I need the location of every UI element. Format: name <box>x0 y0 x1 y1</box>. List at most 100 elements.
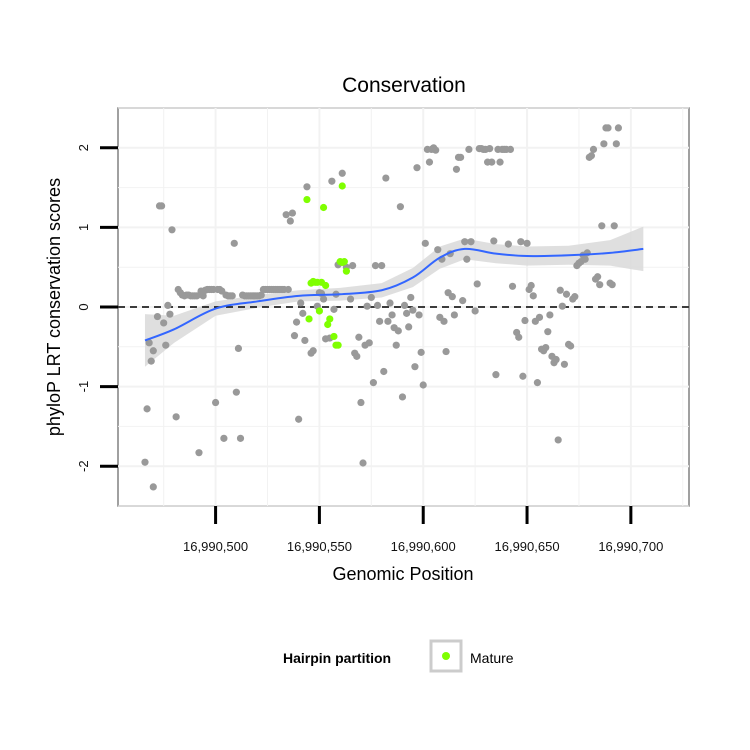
data-point <box>147 357 155 365</box>
data-point <box>376 317 384 325</box>
data-point <box>604 124 612 132</box>
data-point <box>378 262 386 270</box>
y-tick-label: 0 <box>76 303 91 310</box>
confidence-ribbon <box>144 226 644 367</box>
data-point <box>396 203 404 211</box>
data-point <box>552 355 560 364</box>
data-point <box>471 307 479 315</box>
data-point <box>417 348 425 356</box>
data-point <box>373 301 382 310</box>
data-point <box>560 360 569 368</box>
legend-title: Hairpin partition <box>283 650 391 666</box>
legend-key-mature-dot <box>442 652 450 660</box>
data-point <box>398 393 407 401</box>
y-tick-label: 2 <box>76 144 91 151</box>
data-point <box>461 238 469 246</box>
data-point <box>141 458 149 466</box>
data-point <box>158 202 166 210</box>
data-point <box>459 297 467 305</box>
data-point <box>558 302 566 310</box>
data-point <box>562 290 571 298</box>
data-point <box>236 434 245 442</box>
data-point <box>371 262 380 270</box>
x-tick-label: 16,990,550 <box>287 539 352 554</box>
data-point <box>286 217 294 225</box>
data-point <box>400 301 409 310</box>
y-tick-label: -1 <box>76 381 91 393</box>
data-point <box>160 319 168 327</box>
data-point <box>357 398 365 407</box>
data-point <box>392 341 400 349</box>
y-tick-label: -2 <box>76 460 91 472</box>
smooth-line-layer <box>144 247 644 342</box>
data-point <box>195 449 203 457</box>
data-point <box>388 311 396 319</box>
mature-point <box>315 307 324 315</box>
data-point <box>301 336 309 345</box>
data-point <box>288 209 297 217</box>
data-point <box>600 140 608 148</box>
legend: Hairpin partition Mature <box>283 639 514 673</box>
data-point <box>407 293 415 302</box>
data-point <box>297 299 305 307</box>
data-point <box>581 255 589 263</box>
data-point <box>614 124 623 132</box>
data-point <box>257 291 265 299</box>
data-point <box>145 339 153 347</box>
y-axis-title: phyloP LRT conservation scores <box>44 178 64 436</box>
data-point <box>409 306 417 314</box>
data-point <box>589 145 598 153</box>
mature-point <box>326 315 334 323</box>
data-point <box>290 332 299 340</box>
data-point <box>346 295 355 303</box>
data-point <box>421 239 429 247</box>
data-point <box>228 292 236 300</box>
data-point <box>596 281 604 289</box>
data-point <box>467 238 475 246</box>
data-point <box>359 459 367 467</box>
confidence-ribbon-layer <box>144 226 644 367</box>
data-point <box>517 238 525 246</box>
data-point <box>450 311 458 319</box>
data-point <box>405 323 413 331</box>
data-point <box>413 164 421 172</box>
data-point <box>504 240 512 248</box>
mature-point <box>305 315 313 323</box>
chart-title: Conservation <box>342 74 466 97</box>
data-point <box>515 333 523 341</box>
data-point <box>328 177 336 185</box>
grid-lines <box>118 107 689 507</box>
data-point <box>162 341 170 349</box>
data-point <box>230 239 238 247</box>
data-point <box>284 285 292 294</box>
data-point <box>415 311 423 319</box>
data-point <box>299 309 307 317</box>
data-point <box>168 226 176 234</box>
smooth-trend-line <box>144 247 644 342</box>
mature-point <box>338 182 346 190</box>
points-layer <box>141 124 623 491</box>
data-point <box>234 344 243 352</box>
data-point <box>587 152 596 160</box>
data-point <box>330 305 338 313</box>
data-point <box>411 363 419 371</box>
data-point <box>309 347 317 355</box>
data-point <box>149 483 157 491</box>
data-point <box>363 302 371 310</box>
data-point <box>166 310 174 318</box>
data-point <box>594 273 602 281</box>
data-point <box>367 293 375 302</box>
data-point <box>608 281 616 289</box>
data-point <box>442 347 450 356</box>
data-point <box>292 318 301 326</box>
data-point <box>571 293 579 301</box>
data-point <box>295 415 303 423</box>
data-point <box>535 313 544 321</box>
x-tick-label: 16,990,600 <box>391 539 456 554</box>
data-point <box>448 293 456 301</box>
data-point <box>164 301 172 310</box>
data-point <box>394 327 402 335</box>
data-point <box>612 140 620 148</box>
mature-point <box>322 281 330 290</box>
